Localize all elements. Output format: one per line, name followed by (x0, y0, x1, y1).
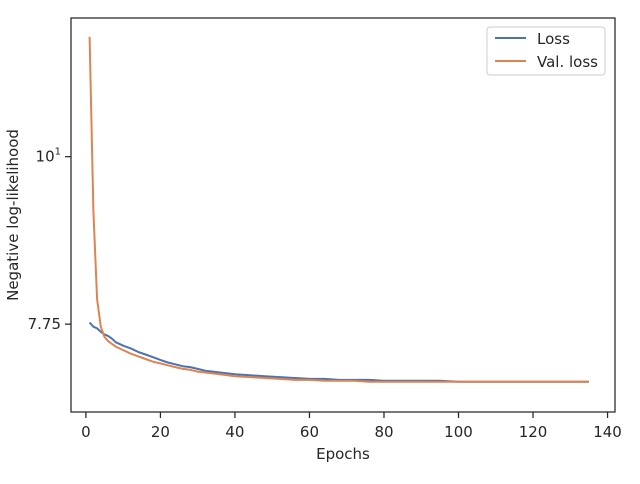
y-axis: 7.75 101 (28, 147, 71, 333)
x-axis-label: Epochs (316, 445, 370, 463)
x-tick-label: 0 (81, 423, 91, 441)
x-axis: 0 20 40 60 80 100 120 140 (81, 412, 622, 441)
y-tick-label: 101 (36, 147, 61, 166)
x-tick-label: 60 (300, 423, 319, 441)
x-tick-label: 40 (225, 423, 244, 441)
x-tick-label: 80 (374, 423, 393, 441)
y-tick-label: 7.75 (28, 315, 61, 333)
series-lines (88, 36, 589, 383)
x-tick-label: 20 (151, 423, 170, 441)
x-tick-label: 120 (519, 423, 548, 441)
series-line-loss (88, 321, 589, 383)
legend: Loss Val. loss (486, 26, 606, 76)
y-axis-label: Negative log-likelihood (4, 129, 22, 301)
x-tick-label: 100 (444, 423, 473, 441)
legend-label-val-loss: Val. loss (537, 53, 598, 71)
legend-label-loss: Loss (537, 30, 570, 48)
series-line-val-loss (88, 36, 589, 383)
plot-frame (70, 17, 616, 413)
x-tick-label: 140 (593, 423, 622, 441)
